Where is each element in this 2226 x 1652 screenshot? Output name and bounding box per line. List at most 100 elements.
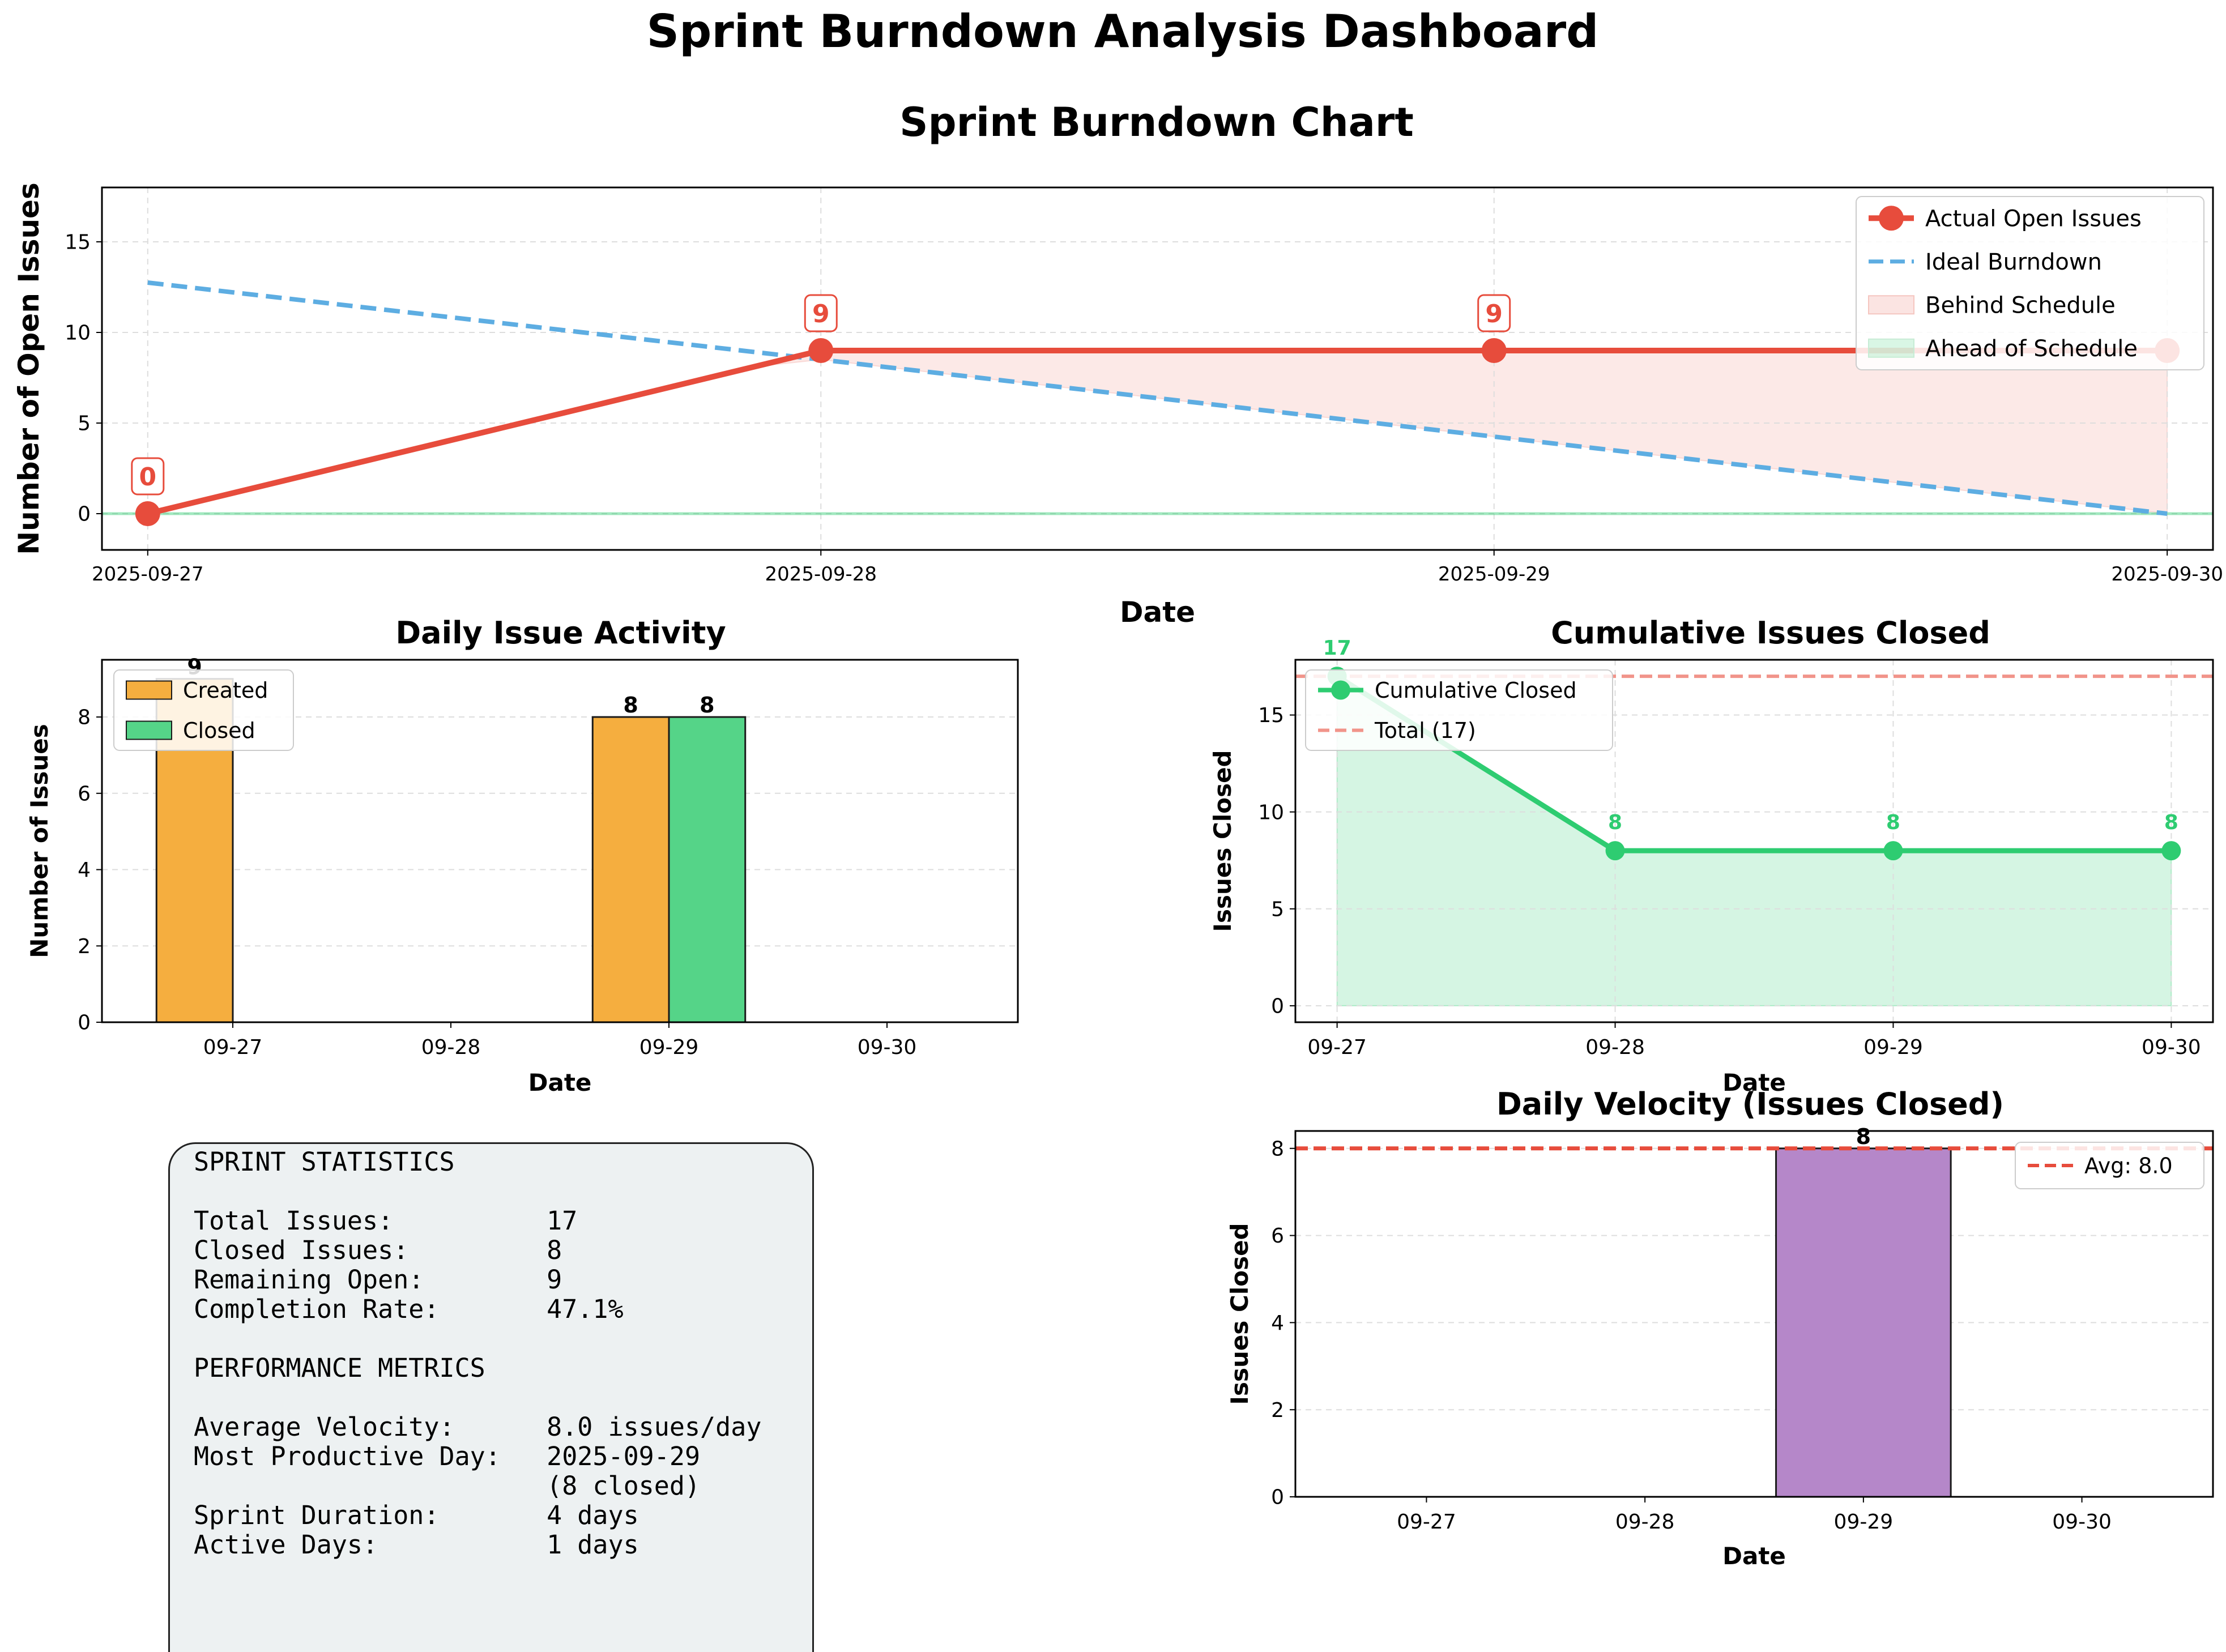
burndown-ytick-label: 5 xyxy=(78,412,91,436)
cumulative-xtick-label: 09-29 xyxy=(1863,1036,1923,1059)
cumulative-legend-label: Total (17) xyxy=(1374,718,1476,743)
velocity-value-label: 8 xyxy=(1856,1124,1871,1149)
cumulative-chart: 09-27 09-28 09-29 09-30 0 5 10 15 17 8 8 8 Date Issue… xyxy=(1209,637,2214,1096)
velocity-chart-title: Daily Velocity (Issues Closed) xyxy=(1496,1086,2004,1122)
burndown-legend-patch xyxy=(1868,295,1914,315)
activity-ytick-label: 2 xyxy=(78,935,91,958)
burndown-xtick-label: 2025-09-29 xyxy=(1438,563,1550,586)
activity-legend-label: Created xyxy=(183,678,268,703)
bar-value-label: 8 xyxy=(623,693,638,718)
activity-chart-title: Daily Issue Activity xyxy=(395,615,726,651)
data-label: 0 xyxy=(139,463,157,492)
cumulative-legend-marker xyxy=(1331,680,1350,700)
cumulative-xlabel: Date xyxy=(1722,1069,1786,1096)
bar-created xyxy=(591,716,670,1023)
cumulative-ytick-label: 15 xyxy=(1258,704,1284,727)
data-label-box xyxy=(804,294,838,332)
activity-ylabel: Number of Issues xyxy=(25,724,53,958)
activity-xtick-label: 09-27 xyxy=(203,1036,263,1059)
velocity-xlabel: Date xyxy=(1722,1542,1786,1570)
bar-closed xyxy=(668,716,747,1023)
activity-xlabel: Date xyxy=(528,1069,592,1096)
bar-value-label: 8 xyxy=(700,693,714,718)
burndown-xtick-label: 2025-09-27 xyxy=(92,563,204,586)
cumulative-closed-line xyxy=(1336,674,2172,853)
velocity-xtick-label: 09-28 xyxy=(1615,1510,1675,1534)
burndown-legend-label: Ideal Burndown xyxy=(1925,249,2102,275)
ideal-burndown-line xyxy=(147,280,2168,516)
cumulative-legend-label: Cumulative Closed xyxy=(1375,678,1577,703)
activity-ytick-label: 6 xyxy=(78,782,91,805)
cumulative-chart-title: Cumulative Issues Closed xyxy=(1551,615,1990,651)
burndown-legend-label: Ahead of Schedule xyxy=(1925,336,2138,362)
burndown-xlabel: Date xyxy=(1120,596,1195,629)
cumulative-point xyxy=(1605,841,1625,861)
burndown-ytick-label: 15 xyxy=(65,231,91,254)
activity-ytick-label: 0 xyxy=(78,1011,91,1035)
data-label-box xyxy=(1477,294,1511,332)
data-label: 9 xyxy=(812,300,830,328)
velocity-legend-label: Avg: 8.0 xyxy=(2084,1154,2173,1179)
burndown-legend-marker xyxy=(1879,206,1904,231)
cumulative-point xyxy=(2161,841,2181,861)
velocity-ylabel: Issues Closed xyxy=(1226,1223,1253,1405)
cumulative-xtick-label: 09-28 xyxy=(1585,1036,1645,1059)
activity-xtick-label: 09-30 xyxy=(858,1036,917,1059)
burndown-ytick-label: 0 xyxy=(78,503,91,526)
data-label-box xyxy=(131,457,165,496)
burndown-frame xyxy=(101,186,2214,551)
sprint-statistics-box xyxy=(168,1142,814,1652)
velocity-chart: 0 2 4 6 8 8 09-27 09-28 09-29 09-30 Date Issues Clo… xyxy=(1226,1124,2214,1570)
velocity-frame xyxy=(1294,1130,2214,1498)
activity-ytick-label: 8 xyxy=(78,706,91,729)
activity-legend-label: Closed xyxy=(183,718,255,743)
actual-open-issues-line xyxy=(147,348,2168,516)
cumulative-point xyxy=(1883,841,1903,861)
velocity-xtick-label: 09-29 xyxy=(1834,1510,1894,1534)
velocity-ytick-label: 2 xyxy=(1271,1399,1284,1422)
burndown-ytick-label: 10 xyxy=(65,322,91,345)
cumulative-value-label: 8 xyxy=(1886,811,1900,834)
actual-point xyxy=(1481,338,1507,363)
cumulative-value-label: 8 xyxy=(2164,811,2178,834)
velocity-ytick-label: 4 xyxy=(1271,1312,1284,1335)
burndown-ylabel: Number of Open Issues xyxy=(12,182,45,554)
actual-point xyxy=(135,501,160,526)
activity-frame xyxy=(101,659,1019,1023)
activity-legend-patch xyxy=(126,680,172,700)
cumulative-legend-box xyxy=(1305,669,1613,751)
cumulative-frame xyxy=(1294,659,2214,1023)
burndown-legend-label: Actual Open Issues xyxy=(1925,206,2142,232)
velocity-legend-box xyxy=(2015,1142,2204,1189)
dashboard-title: Sprint Burndown Analysis Dashboard xyxy=(647,5,1599,58)
velocity-ytick-label: 0 xyxy=(1271,1486,1284,1509)
cumulative-ylabel: Issues Closed xyxy=(1209,750,1236,932)
velocity-ytick-label: 8 xyxy=(1271,1137,1284,1160)
cumulative-value-label: 8 xyxy=(1608,811,1622,834)
data-label: 9 xyxy=(1485,300,1503,328)
velocity-bar xyxy=(1775,1147,1952,1498)
burndown-xtick-label: 2025-09-28 xyxy=(765,563,877,586)
burndown-chart-title: Sprint Burndown Chart xyxy=(899,99,1414,146)
sprint-statistics-text: SPRINT STATISTICS Total Issues: 17 Close… xyxy=(194,1147,762,1560)
velocity-xtick-label: 09-27 xyxy=(1397,1510,1456,1534)
activity-xtick-label: 09-29 xyxy=(639,1036,699,1059)
actual-point xyxy=(808,338,834,363)
cumulative-xtick-label: 09-30 xyxy=(2142,1036,2201,1059)
cumulative-ytick-label: 10 xyxy=(1258,801,1284,824)
burndown-legend-label: Behind Schedule xyxy=(1925,293,2116,319)
activity-xtick-label: 09-28 xyxy=(421,1036,481,1059)
burndown-chart: 2025-09-27 2025-09-28 2025-09-29 2025-09-30… xyxy=(12,182,2223,629)
cumulative-ytick-label: 0 xyxy=(1271,995,1284,1018)
activity-legend-patch xyxy=(126,720,172,740)
cumulative-xtick-label: 09-27 xyxy=(1307,1036,1367,1059)
burndown-xtick-label: 2025-09-30 xyxy=(2111,563,2223,586)
burndown-legend-patch xyxy=(1868,338,1914,358)
velocity-xtick-label: 09-30 xyxy=(2052,1510,2112,1534)
burndown-legend-box xyxy=(1856,196,2204,370)
cumulative-value-label: 17 xyxy=(1323,637,1351,660)
activity-ytick-label: 4 xyxy=(78,859,91,882)
velocity-ytick-label: 6 xyxy=(1271,1224,1284,1248)
